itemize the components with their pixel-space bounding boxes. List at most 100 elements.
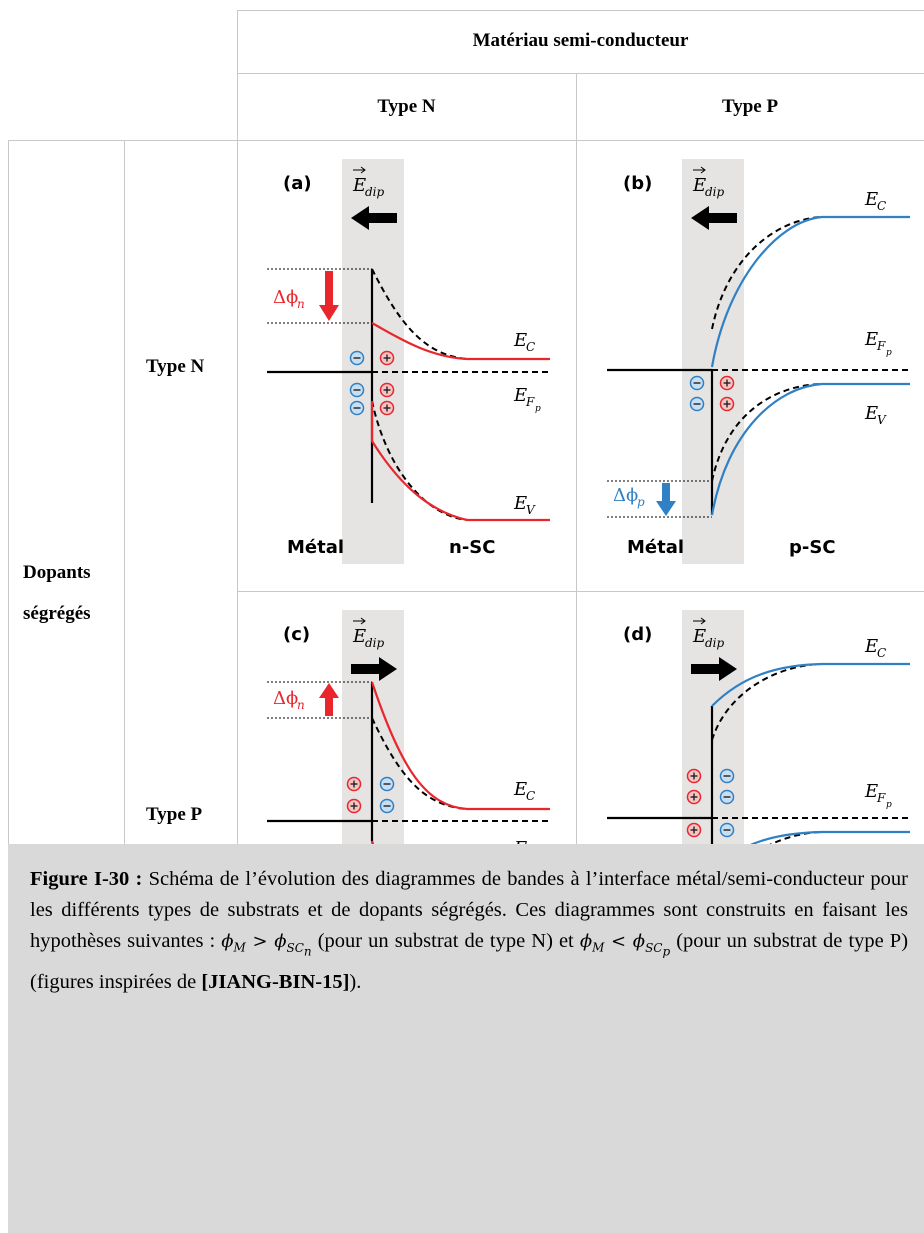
positive-ion xyxy=(719,375,735,391)
caption-text-3: (pour un substrat de type P) (figures in… xyxy=(30,930,909,993)
svg-text:n: n xyxy=(297,698,305,712)
svg-text:p: p xyxy=(886,348,892,358)
positive-ion xyxy=(346,798,362,814)
svg-text:F: F xyxy=(525,395,535,409)
figure-caption: Figure I-30 : Schéma de l’évolution des … xyxy=(30,864,908,998)
svg-text:p: p xyxy=(535,404,541,414)
svg-text:V: V xyxy=(877,413,887,427)
svg-text:Δϕ: Δϕ xyxy=(273,688,298,709)
row-group-label-dopants: Dopants xyxy=(23,562,91,583)
svg-text:E: E xyxy=(864,329,878,350)
svg-text:E: E xyxy=(513,330,527,351)
ec-bent xyxy=(711,662,910,707)
negative-ion xyxy=(689,396,705,412)
positive-ion xyxy=(686,789,702,805)
delta-phi-label: Δϕn xyxy=(273,688,305,712)
svg-text:F: F xyxy=(876,791,886,805)
positive-ion xyxy=(686,768,702,784)
caption-text-1: Schéma de l’évolution des diagrammes de … xyxy=(30,868,908,952)
svg-text:E: E xyxy=(864,636,878,657)
caption-text-4: ). xyxy=(349,970,362,993)
svg-text:C: C xyxy=(526,340,535,354)
svg-text:dip: dip xyxy=(365,636,385,650)
delta-arrow-down-icon xyxy=(656,483,676,516)
ec-label: EC xyxy=(513,779,535,803)
delta-phi-label: Δϕp xyxy=(613,485,645,509)
table-border-col1 xyxy=(8,140,9,844)
svg-text:C: C xyxy=(526,789,535,803)
ec-label: EC xyxy=(513,330,535,354)
row-label-type-n: Type N xyxy=(146,356,205,377)
metal-label: Métal xyxy=(287,537,344,558)
positive-ion xyxy=(686,822,702,838)
svg-text:dip: dip xyxy=(705,636,725,650)
semiconductor-label: n-SC xyxy=(449,537,495,558)
negative-ion xyxy=(349,400,365,416)
svg-text:dip: dip xyxy=(365,185,385,199)
semiconductor-label: p-SC xyxy=(789,537,836,558)
table-border-row-mid xyxy=(237,591,924,592)
negative-ion xyxy=(349,382,365,398)
table-border-col2 xyxy=(124,140,125,844)
svg-text:V: V xyxy=(526,503,536,517)
table-border-header-mid xyxy=(237,73,924,74)
row-label-type-p: Type P xyxy=(146,804,203,825)
delta-phi-label: Δϕn xyxy=(273,287,305,311)
svg-text:F: F xyxy=(876,339,886,353)
panel-label: (c) xyxy=(283,624,310,645)
ec-bent xyxy=(370,681,550,811)
svg-text:E: E xyxy=(513,493,527,514)
svg-text:C: C xyxy=(877,646,886,660)
header-type-n: Type N xyxy=(377,96,436,117)
condition-n: ϕM > ϕSCn xyxy=(221,931,312,958)
ev-label: EV xyxy=(864,403,887,427)
field-arrow-right-icon xyxy=(691,657,737,681)
positive-ion xyxy=(719,396,735,412)
panel-label: (d) xyxy=(623,624,652,645)
figure-number: Figure I-30 : xyxy=(30,868,143,890)
header-material: Matériau semi-conducteur xyxy=(472,30,689,51)
ev-label: EV xyxy=(513,493,536,517)
ec-initial xyxy=(711,216,823,330)
svg-text:E: E xyxy=(864,781,878,802)
header-type-p: Type P xyxy=(721,96,779,117)
row-group-label-segreges: ségrégés xyxy=(23,603,91,624)
panel-label: (a) xyxy=(283,173,312,194)
svg-text:Δϕ: Δϕ xyxy=(613,485,638,506)
ev-bent xyxy=(710,382,910,516)
positive-ion xyxy=(346,776,362,792)
svg-text:Δϕ: Δϕ xyxy=(273,287,298,308)
caption-text-2: (pour un substrat de type N) et xyxy=(311,930,580,952)
negative-ion xyxy=(379,798,395,814)
delta-arrow-up-icon xyxy=(319,683,339,716)
field-arrow-right-icon xyxy=(351,657,397,681)
table-border-header-bottom xyxy=(8,140,924,141)
caption-reference: [JIANG-BIN-15] xyxy=(201,970,350,993)
ec-label: EC xyxy=(864,636,886,660)
delta-arrow-down-icon xyxy=(319,271,339,321)
positive-ion xyxy=(379,350,395,366)
condition-p: ϕM < ϕSCp xyxy=(579,931,671,958)
positive-ion xyxy=(379,382,395,398)
field-arrow-left-icon xyxy=(351,206,397,230)
svg-text:E: E xyxy=(513,385,527,406)
svg-text:p: p xyxy=(637,495,645,509)
table-border-col3 xyxy=(237,10,238,844)
ec-initial xyxy=(711,663,823,741)
svg-text:n: n xyxy=(297,297,305,311)
negative-ion xyxy=(719,822,735,838)
ec-bent xyxy=(371,322,468,361)
svg-text:E: E xyxy=(864,189,878,210)
svg-text:dip: dip xyxy=(705,185,725,199)
ev-bent xyxy=(370,401,550,522)
negative-ion xyxy=(349,350,365,366)
panel-label: (b) xyxy=(623,173,652,194)
